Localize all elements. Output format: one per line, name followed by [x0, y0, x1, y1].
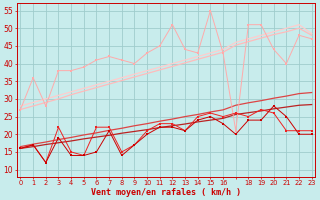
X-axis label: Vent moyen/en rafales ( km/h ): Vent moyen/en rafales ( km/h ) — [91, 188, 241, 197]
